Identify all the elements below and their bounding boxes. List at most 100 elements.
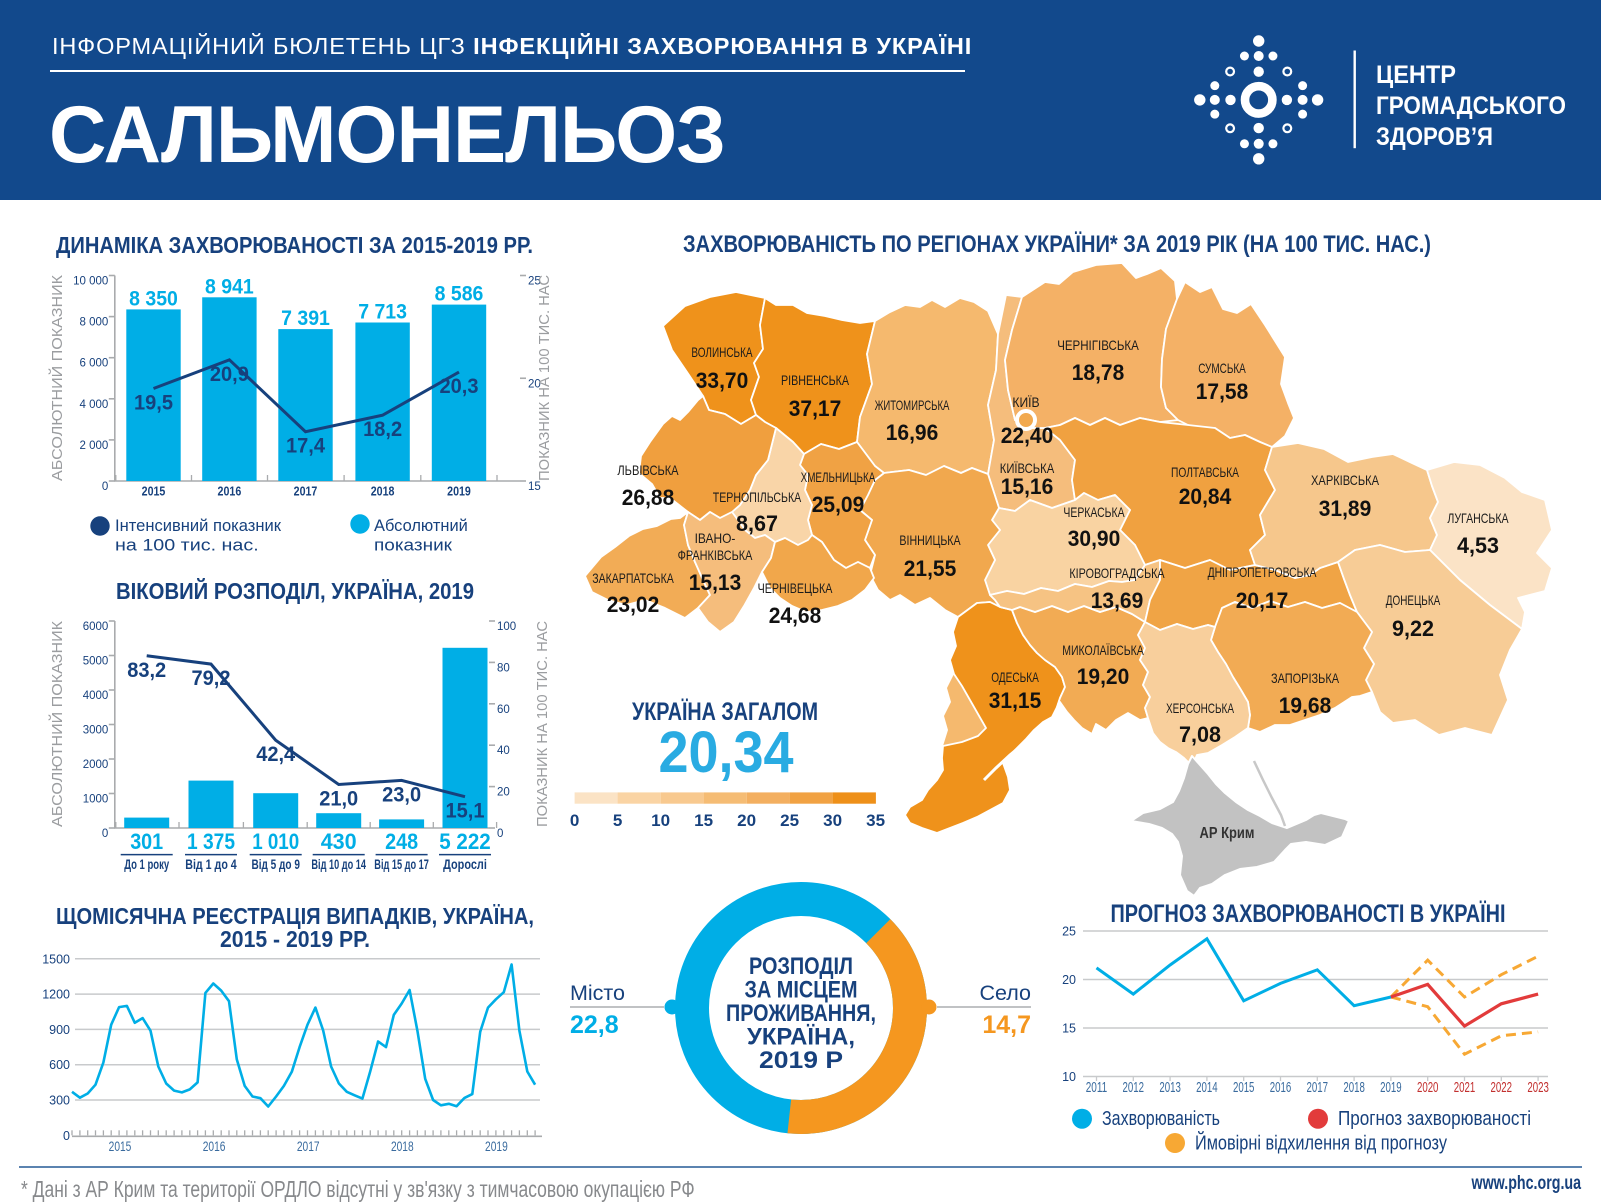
svg-text:15,16: 15,16 bbox=[1001, 474, 1054, 499]
svg-text:2015 - 2019 РР.: 2015 - 2019 РР. bbox=[220, 926, 370, 952]
svg-text:0: 0 bbox=[570, 811, 579, 830]
svg-text:37,17: 37,17 bbox=[789, 396, 842, 421]
svg-text:300: 300 bbox=[49, 1094, 70, 1108]
svg-text:ДНІПРОПЕТРОВСЬКА: ДНІПРОПЕТРОВСЬКА bbox=[1208, 564, 1317, 580]
svg-text:430: 430 bbox=[321, 829, 357, 854]
svg-text:35: 35 bbox=[866, 811, 885, 830]
svg-text:22,8: 22,8 bbox=[570, 1011, 619, 1039]
svg-text:15: 15 bbox=[528, 481, 541, 493]
svg-text:Дорослі: Дорослі bbox=[443, 856, 487, 872]
svg-text:2020: 2020 bbox=[1417, 1080, 1439, 1096]
svg-text:2011: 2011 bbox=[1086, 1080, 1108, 1096]
svg-text:16,96: 16,96 bbox=[886, 420, 939, 445]
svg-text:ОДЕСЬКА: ОДЕСЬКА bbox=[991, 669, 1039, 685]
svg-text:1 010: 1 010 bbox=[252, 829, 299, 854]
svg-text:1500: 1500 bbox=[42, 952, 70, 966]
svg-text:ПОКАЗНИК НА 100 ТИС. НАС: ПОКАЗНИК НА 100 ТИС. НАС bbox=[535, 621, 551, 827]
svg-text:АБСОЛЮТНИЙ ПОКАЗНИК: АБСОЛЮТНИЙ ПОКАЗНИК bbox=[48, 274, 66, 481]
svg-text:2012: 2012 bbox=[1123, 1080, 1145, 1096]
svg-text:20: 20 bbox=[1062, 973, 1076, 987]
svg-text:ЗАПОРІЗЬКА: ЗАПОРІЗЬКА bbox=[1271, 670, 1340, 686]
svg-text:20,17: 20,17 bbox=[1236, 588, 1289, 613]
svg-text:АБСОЛЮТНИЙ ПОКАЗНИК: АБСОЛЮТНИЙ ПОКАЗНИК bbox=[48, 620, 66, 827]
svg-text:15: 15 bbox=[694, 811, 713, 830]
svg-text:20,84: 20,84 bbox=[1179, 484, 1232, 509]
svg-text:8 000: 8 000 bbox=[80, 317, 109, 329]
svg-text:22,40: 22,40 bbox=[1001, 423, 1054, 448]
svg-text:15,1: 15,1 bbox=[446, 800, 485, 823]
svg-text:2000: 2000 bbox=[83, 759, 109, 771]
svg-text:2014: 2014 bbox=[1196, 1080, 1218, 1096]
svg-text:1000: 1000 bbox=[83, 794, 109, 806]
svg-text:2017: 2017 bbox=[1307, 1080, 1329, 1096]
svg-text:ПРОЖИВАННЯ,: ПРОЖИВАННЯ, bbox=[726, 1000, 876, 1027]
svg-text:42,4: 42,4 bbox=[256, 743, 295, 766]
svg-text:20: 20 bbox=[737, 811, 756, 830]
svg-text:Ймовірні відхилення від прогно: Ймовірні відхилення від прогнозу bbox=[1195, 1131, 1447, 1155]
svg-text:20,34: 20,34 bbox=[659, 720, 794, 785]
svg-text:2019 Р: 2019 Р bbox=[759, 1047, 843, 1074]
svg-text:7 391: 7 391 bbox=[281, 307, 330, 330]
svg-text:ФРАНКІВСЬКА: ФРАНКІВСЬКА bbox=[678, 547, 753, 563]
svg-text:18,2: 18,2 bbox=[363, 418, 402, 441]
svg-text:600: 600 bbox=[49, 1058, 70, 1072]
svg-text:Інтенсивний показник: Інтенсивний показник bbox=[115, 516, 282, 535]
svg-text:248: 248 bbox=[385, 829, 418, 854]
svg-text:5000: 5000 bbox=[83, 656, 109, 668]
svg-text:8 586: 8 586 bbox=[435, 283, 484, 306]
svg-text:Від 15 до 17: Від 15 до 17 bbox=[374, 856, 429, 872]
svg-text:80: 80 bbox=[497, 662, 510, 674]
svg-text:83,2: 83,2 bbox=[127, 659, 166, 682]
svg-text:Від 1 до 4: Від 1 до 4 bbox=[185, 856, 237, 872]
svg-text:ЗАКАРПАТСЬКА: ЗАКАРПАТСЬКА bbox=[592, 570, 674, 586]
svg-text:2019: 2019 bbox=[447, 485, 471, 499]
svg-text:ПОКАЗНИК НА 100 ТИС. НАС: ПОКАЗНИК НА 100 ТИС. НАС bbox=[537, 275, 553, 481]
svg-text:ХЕРСОНСЬКА: ХЕРСОНСЬКА bbox=[1166, 700, 1234, 716]
svg-text:0: 0 bbox=[497, 828, 503, 840]
svg-text:13,69: 13,69 bbox=[1091, 588, 1144, 613]
svg-text:ЗА МІСЦЕМ: ЗА МІСЦЕМ bbox=[745, 977, 858, 1004]
svg-text:МИКОЛАЇВСЬКА: МИКОЛАЇВСЬКА bbox=[1062, 642, 1144, 658]
svg-text:5: 5 bbox=[613, 811, 622, 830]
svg-text:2015: 2015 bbox=[1233, 1080, 1255, 1096]
svg-text:0: 0 bbox=[102, 828, 108, 840]
svg-text:ТЕРНОПІЛЬСЬКА: ТЕРНОПІЛЬСЬКА bbox=[713, 489, 802, 505]
svg-text:25,09: 25,09 bbox=[812, 492, 865, 517]
svg-text:ЛУГАНСЬКА: ЛУГАНСЬКА bbox=[1447, 510, 1509, 526]
svg-text:10: 10 bbox=[651, 811, 670, 830]
svg-text:КИЇВСЬКА: КИЇВСЬКА bbox=[1000, 460, 1055, 476]
svg-text:УКРАЇНА,: УКРАЇНА, bbox=[747, 1024, 855, 1051]
svg-text:ДОНЕЦЬКА: ДОНЕЦЬКА bbox=[1386, 592, 1441, 608]
svg-text:ЧЕРНІГІВСЬКА: ЧЕРНІГІВСЬКА bbox=[1057, 337, 1139, 353]
svg-text:30,90: 30,90 bbox=[1068, 526, 1121, 551]
svg-text:25: 25 bbox=[528, 276, 541, 288]
svg-text:6 000: 6 000 bbox=[80, 358, 109, 370]
svg-text:ЗАХВОРЮВАНІСТЬ ПО РЕГІОНАХ УКР: ЗАХВОРЮВАНІСТЬ ПО РЕГІОНАХ УКРАЇНИ* ЗА 2… bbox=[683, 231, 1431, 258]
svg-text:33,70: 33,70 bbox=[696, 368, 749, 393]
svg-text:79,2: 79,2 bbox=[192, 667, 231, 690]
svg-text:31,15: 31,15 bbox=[989, 688, 1042, 713]
svg-text:Від 10 до 14: Від 10 до 14 bbox=[311, 856, 366, 872]
svg-text:25: 25 bbox=[780, 811, 799, 830]
svg-text:ІВАНО-: ІВАНО- bbox=[695, 530, 736, 546]
svg-text:25: 25 bbox=[1062, 925, 1076, 939]
svg-text:19,5: 19,5 bbox=[134, 392, 173, 415]
svg-text:15,13: 15,13 bbox=[689, 570, 742, 595]
svg-text:2017: 2017 bbox=[297, 1138, 320, 1154]
svg-text:3000: 3000 bbox=[83, 725, 109, 737]
svg-text:20: 20 bbox=[528, 378, 541, 390]
svg-text:8 350: 8 350 bbox=[129, 287, 178, 310]
svg-text:1200: 1200 bbox=[42, 988, 70, 1002]
svg-text:30: 30 bbox=[823, 811, 842, 830]
svg-text:40: 40 bbox=[497, 745, 510, 757]
svg-text:ВІКОВИЙ РОЗПОДІЛ, УКРАЇНА, 201: ВІКОВИЙ РОЗПОДІЛ, УКРАЇНА, 2019 bbox=[116, 577, 474, 604]
svg-text:ВОЛИНСЬКА: ВОЛИНСЬКА bbox=[691, 344, 753, 360]
svg-text:21,55: 21,55 bbox=[904, 556, 957, 581]
svg-text:0: 0 bbox=[63, 1129, 70, 1143]
svg-text:19,68: 19,68 bbox=[1279, 693, 1332, 718]
svg-text:ЦЕНТР: ЦЕНТР bbox=[1376, 61, 1456, 89]
svg-text:Прогноз захворюваності: Прогноз захворюваності bbox=[1338, 1108, 1531, 1130]
svg-text:Від 5 до 9: Від 5 до 9 bbox=[252, 856, 301, 872]
svg-text:Захворюваність: Захворюваність bbox=[1102, 1108, 1220, 1130]
svg-text:301: 301 bbox=[130, 829, 163, 854]
